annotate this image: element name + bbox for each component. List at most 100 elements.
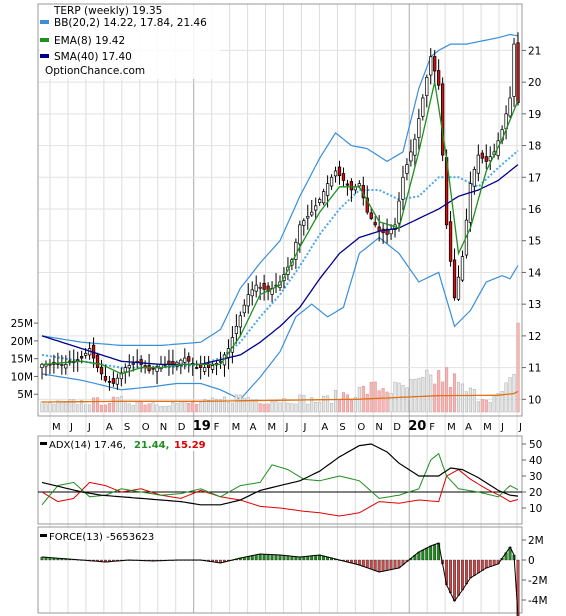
candle-body bbox=[242, 304, 246, 314]
force-bar bbox=[421, 549, 425, 561]
candle-body bbox=[333, 170, 338, 177]
volume-bar bbox=[167, 405, 171, 413]
month-label: A bbox=[106, 422, 113, 433]
volume-bar bbox=[365, 393, 369, 413]
adx-panel bbox=[37, 435, 523, 525]
force-bar bbox=[488, 559, 492, 567]
candle-body bbox=[76, 359, 80, 362]
force-bar bbox=[381, 559, 385, 572]
volume-bar bbox=[326, 395, 330, 413]
volume-bar bbox=[147, 403, 151, 413]
volume-bar bbox=[84, 404, 88, 413]
month-label: F bbox=[214, 422, 220, 433]
candle-body bbox=[230, 337, 235, 353]
volume-bar bbox=[262, 403, 266, 413]
candle-body bbox=[476, 154, 480, 174]
volume-tick-label: 5M bbox=[17, 389, 33, 401]
force-legend-swatch bbox=[40, 534, 47, 537]
volume-bar bbox=[127, 403, 131, 413]
volume-bar bbox=[385, 391, 389, 413]
bb-lower-line bbox=[41, 236, 519, 401]
adx-line bbox=[41, 443, 519, 506]
bb-middle-line bbox=[41, 149, 519, 369]
candle-body bbox=[405, 164, 409, 174]
force-bar bbox=[274, 554, 278, 561]
volume-bar bbox=[214, 399, 219, 413]
volume-bar bbox=[52, 403, 56, 413]
candle-body bbox=[111, 378, 116, 384]
force-tick-label: 2M bbox=[528, 535, 544, 547]
force-bar bbox=[286, 555, 290, 561]
candle-body bbox=[298, 224, 302, 245]
force-bar bbox=[266, 554, 270, 561]
volume-tick-label: 25M bbox=[11, 318, 33, 330]
candle-body bbox=[409, 151, 413, 162]
candle-body bbox=[365, 197, 369, 213]
legend-swatch-ema bbox=[40, 38, 49, 42]
volume-bar bbox=[226, 402, 230, 413]
candle-body bbox=[234, 326, 239, 334]
legend-box bbox=[40, 5, 220, 79]
volume-bar bbox=[429, 374, 433, 413]
month-label: J bbox=[518, 422, 522, 433]
candle-body bbox=[103, 376, 108, 381]
month-label: M bbox=[52, 422, 61, 433]
force-bar bbox=[476, 559, 480, 574]
bollinger-bands bbox=[41, 33, 519, 401]
volume-bar bbox=[492, 395, 496, 413]
volume-bar bbox=[294, 403, 298, 413]
candle-body bbox=[310, 211, 314, 216]
volume-bar bbox=[274, 401, 278, 413]
sma-line bbox=[41, 164, 519, 366]
volume-bar bbox=[314, 402, 318, 413]
volume-bar bbox=[381, 388, 385, 413]
force-bar bbox=[433, 544, 437, 561]
month-label: M bbox=[268, 422, 277, 433]
month-label: F bbox=[429, 422, 435, 433]
volume-bar bbox=[68, 399, 72, 413]
candle-body bbox=[314, 205, 318, 211]
volume-bar bbox=[92, 397, 96, 413]
volume-bar bbox=[163, 406, 167, 413]
candle-body bbox=[440, 83, 445, 156]
candle-body bbox=[484, 156, 488, 162]
force-bar bbox=[282, 555, 286, 561]
price-tick-label: 17 bbox=[528, 172, 541, 184]
price-axis: 10 11 12 13 14 15 16 17 18 19 20 21 bbox=[522, 45, 542, 406]
month-label: D bbox=[178, 422, 186, 433]
candle-body bbox=[318, 199, 322, 204]
volume-bar bbox=[298, 394, 302, 413]
candle-body bbox=[456, 276, 461, 300]
month-label: D bbox=[393, 422, 401, 433]
bb-upper-line bbox=[41, 33, 519, 346]
volume-bar bbox=[417, 377, 421, 413]
volume-bar bbox=[310, 397, 314, 413]
volume-bar bbox=[464, 391, 468, 413]
candle-body bbox=[195, 367, 199, 369]
candle-body bbox=[183, 357, 187, 363]
candle-body bbox=[468, 183, 473, 223]
candle-body bbox=[472, 169, 477, 187]
month-label: A bbox=[321, 422, 328, 433]
candle-body bbox=[437, 70, 441, 86]
month-label: M bbox=[232, 422, 241, 433]
volume-bar bbox=[290, 403, 294, 413]
candle-body bbox=[337, 166, 342, 177]
adx-tick-label: 40 bbox=[529, 455, 542, 467]
volume-bar bbox=[179, 400, 183, 413]
force-bar bbox=[357, 559, 361, 566]
candle-body bbox=[119, 372, 123, 380]
price-tick-label: 10 bbox=[528, 394, 541, 406]
volume-bar bbox=[425, 369, 429, 413]
candle-body bbox=[373, 222, 377, 226]
candle-body bbox=[139, 359, 143, 365]
candle-body bbox=[64, 364, 68, 369]
volume-bar bbox=[203, 399, 207, 413]
volume-bar bbox=[191, 401, 195, 413]
candle-body bbox=[127, 365, 131, 369]
force-bar bbox=[429, 545, 433, 561]
volume-bar bbox=[103, 404, 108, 413]
candle-body bbox=[258, 286, 262, 289]
adx-legend-pdi: 21.44, bbox=[134, 440, 169, 451]
